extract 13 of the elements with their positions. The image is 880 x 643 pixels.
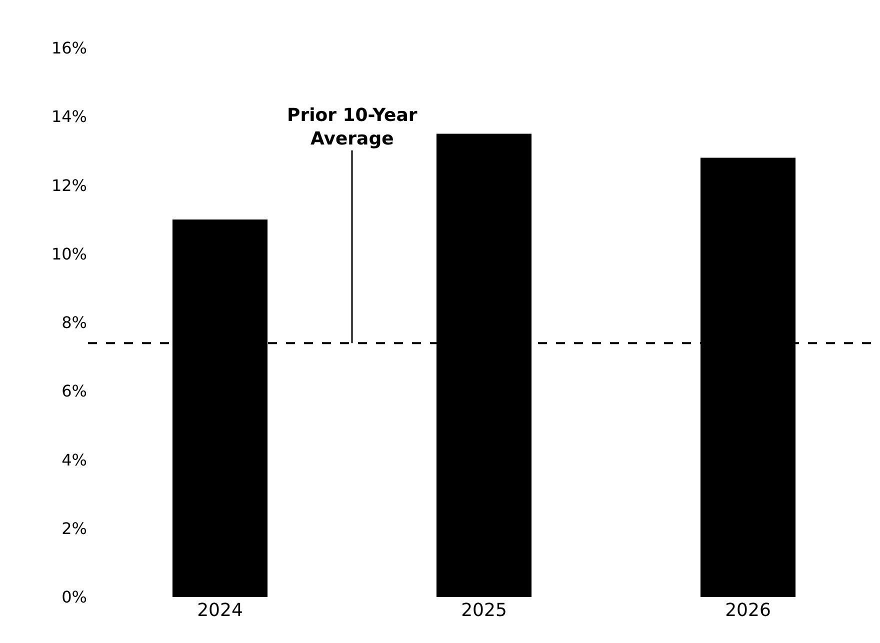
x-tick-label: 2025 — [461, 600, 507, 621]
y-tick-label: 8% — [62, 313, 87, 332]
y-tick-label: 14% — [51, 107, 87, 126]
y-tick-label: 2% — [62, 518, 87, 538]
y-tick-label: 12% — [51, 176, 87, 195]
ref-line-label: Prior 10-Year Average — [287, 105, 418, 150]
x-tick-label: 2024 — [197, 600, 243, 621]
y-tick-label: 0% — [62, 588, 87, 607]
y-tick-label: 10% — [51, 244, 87, 264]
y-tick-label: 16% — [51, 38, 87, 58]
x-tick-label: 2026 — [725, 600, 771, 621]
y-tick-label: 6% — [62, 382, 87, 401]
y-tick-label: 4% — [62, 450, 87, 470]
